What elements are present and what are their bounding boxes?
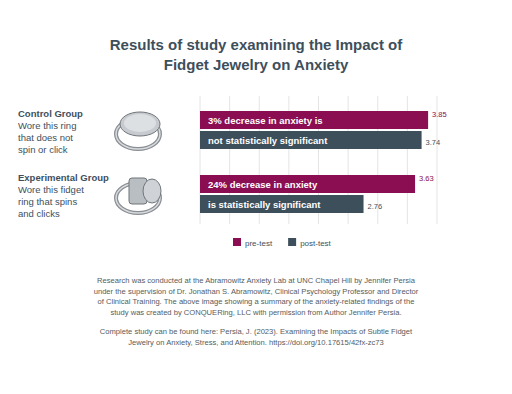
background — [0, 0, 512, 394]
note: under the supervision of Dr. Jonathan S.… — [94, 287, 419, 296]
note: study was created by CONQUERing, LLC wit… — [110, 308, 401, 317]
annotation: 3% decrease in anxiety is — [208, 115, 323, 126]
title-line: Results of study examining the Impact of — [110, 36, 404, 53]
bar — [200, 131, 422, 149]
bars — [200, 111, 428, 213]
annotation: 24% decrease in anxiety — [208, 179, 318, 190]
data-label: 2.76 — [368, 202, 383, 211]
bar — [200, 195, 364, 213]
legend-label: pre-test — [245, 239, 273, 248]
title: Results of study examining the Impact of… — [110, 36, 404, 73]
ring-image — [116, 178, 161, 213]
title-line: Fidget Jewelry on Anxiety — [164, 56, 349, 73]
annotation: not statistically significant — [208, 135, 328, 146]
legend-label: post-test — [300, 239, 331, 248]
category-label: Control Group — [18, 108, 83, 119]
ring-top — [120, 112, 160, 136]
category-description: spin or click — [18, 144, 68, 155]
data-label: 3.63 — [419, 174, 434, 183]
data-label: 3.74 — [426, 138, 441, 147]
bar — [200, 111, 428, 129]
note: Jewelry on Anxiety, Stress, and Attentio… — [128, 338, 384, 347]
ring-disc — [143, 179, 161, 203]
bar — [200, 175, 415, 193]
note: of Clinical Training. The above image sh… — [98, 297, 415, 306]
ring-image — [116, 112, 160, 149]
ring-top-shine — [124, 114, 156, 132]
data-label: 3.85 — [432, 110, 447, 119]
category-description: Wore this fidget — [18, 184, 84, 195]
chart: Results of study examining the Impact of… — [0, 0, 512, 394]
category-description: that does not — [18, 132, 73, 143]
category-description: and clicks — [18, 208, 60, 219]
note: Complete study can be found here: Persia… — [100, 327, 413, 336]
category-description: ring that spins — [18, 196, 77, 207]
category-description: Wore this ring — [18, 120, 76, 131]
annotation: is statistically significant — [208, 199, 321, 210]
legend-swatch — [233, 238, 241, 246]
note: Research was conducted at the Abramowitz… — [97, 276, 416, 285]
legend-swatch — [288, 238, 296, 246]
category-label: Experimental Group — [18, 172, 109, 183]
